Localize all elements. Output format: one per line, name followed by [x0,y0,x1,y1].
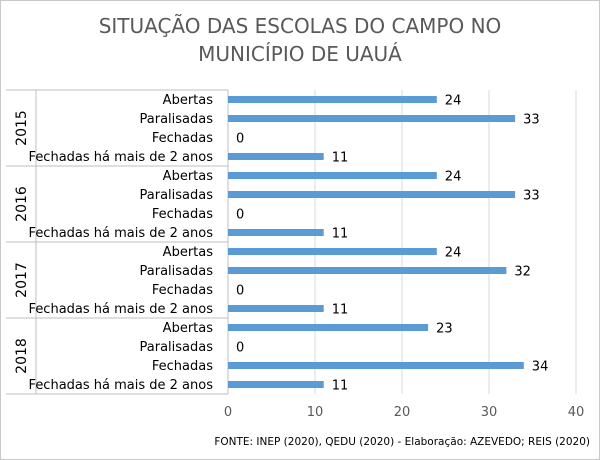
bar [228,191,516,198]
bar [228,362,524,369]
data-label: 33 [523,189,540,204]
data-label: 0 [236,208,244,223]
data-label: 32 [514,265,531,280]
bar [228,229,324,236]
group-label: 2018 [14,338,30,374]
category-label: Paralisadas [140,264,214,279]
data-label: 0 [236,341,244,356]
category-label: Fechadas há mais de 2 anos [29,226,214,241]
data-label: 34 [532,360,549,375]
data-label: 23 [436,322,453,337]
category-label: Abertas [163,245,214,260]
bar [228,115,516,122]
chart-title-line-2: MUNICÍPIO DE UAUÁ [198,42,402,66]
data-label: 24 [445,246,462,261]
category-label: Paralisadas [140,188,214,203]
data-label: 11 [332,379,349,394]
bar [228,267,507,274]
category-label: Abertas [163,169,214,184]
data-label: 0 [236,132,244,147]
x-tick-label: 0 [224,405,232,420]
category-label: Fechadas [152,283,213,298]
data-label: 11 [332,227,349,242]
x-tick-label: 20 [394,405,411,420]
bar [228,381,324,388]
data-label: 11 [332,303,349,318]
data-label: 11 [332,151,349,166]
x-tick-label: 10 [307,405,324,420]
x-tick-label: 40 [568,405,585,420]
category-label: Abertas [163,93,214,108]
bar [228,305,324,312]
bar [228,96,437,103]
data-label: 0 [236,284,244,299]
category-label: Abertas [163,321,214,336]
category-label: Fechadas [152,359,213,374]
group-label: 2015 [14,110,30,146]
category-label: Fechadas [152,131,213,146]
category-label: Fechadas há mais de 2 anos [29,378,214,393]
group-label: 2016 [14,186,30,222]
data-label: 24 [445,94,462,109]
group-label: 2017 [14,262,30,298]
source-note: FONTE: INEP (2020), QEDU (2020) - Elabor… [214,436,590,448]
category-label: Fechadas [152,207,213,222]
bar [228,248,437,255]
category-label: Fechadas há mais de 2 anos [29,302,214,317]
data-label: 33 [523,113,540,128]
bar [228,324,429,331]
category-label: Paralisadas [140,112,214,127]
bar [228,153,324,160]
chart-title-line-1: SITUAÇÃO DAS ESCOLAS DO CAMPO NO [98,14,502,38]
bar [228,172,437,179]
data-label: 24 [445,170,462,185]
category-label: Fechadas há mais de 2 anos [29,150,214,165]
x-tick-label: 30 [481,405,498,420]
category-label: Paralisadas [140,340,214,355]
chart-title: SITUAÇÃO DAS ESCOLAS DO CAMPO NO MUNICÍP… [0,12,600,68]
